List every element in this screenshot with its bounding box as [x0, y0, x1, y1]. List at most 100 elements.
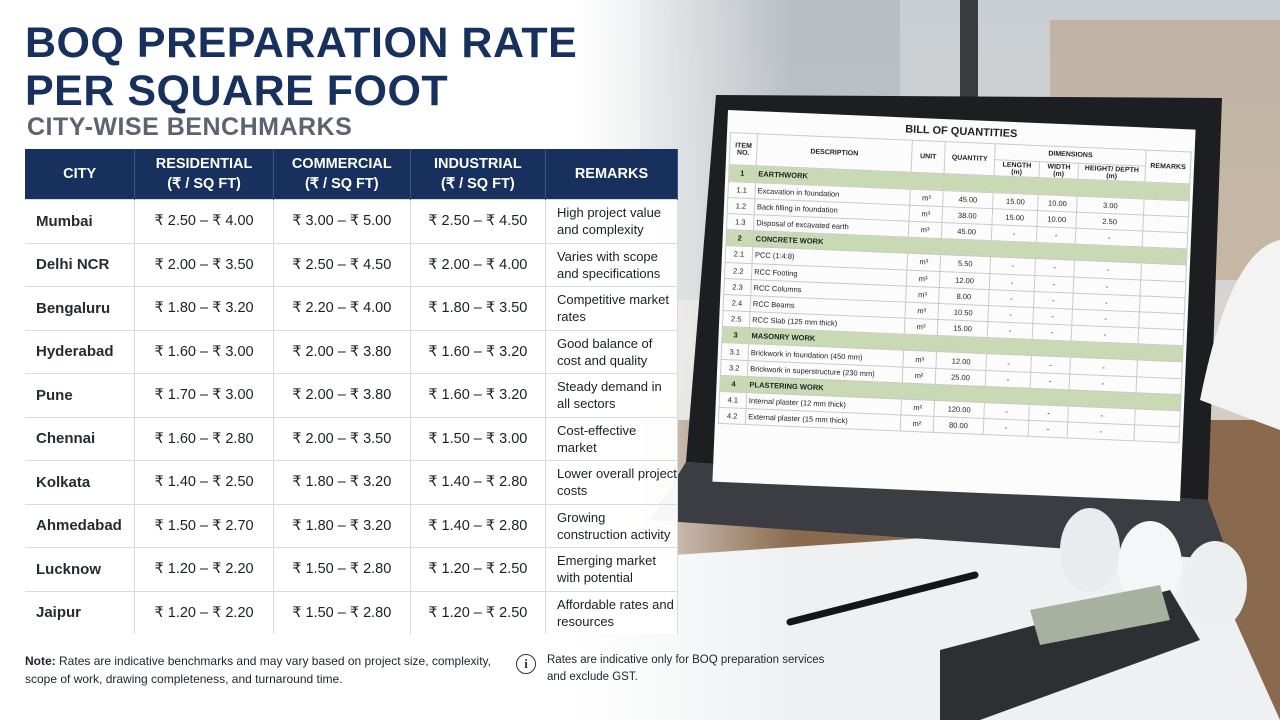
- boq-cell: -: [987, 305, 1034, 324]
- boq-cell: -: [985, 370, 1031, 389]
- table-row: Bengaluru ₹ 1.80 – ₹ 3.20 ₹ 2.20 – ₹ 4.00 ₹…: [25, 286, 679, 330]
- header-line: (₹ / SQ FT): [441, 176, 515, 192]
- cell-text: Growing construction activity: [556, 509, 671, 542]
- boq-cell: -: [1028, 420, 1068, 439]
- remarks-cell: Cost-effective market: [545, 416, 679, 461]
- boq-cell: 80.00: [933, 416, 984, 435]
- city-cell: Mumbai: [25, 199, 136, 243]
- boq-screen: BILL OF QUANTITIES ITEM NO. DESCRIPTION UN…: [712, 110, 1196, 502]
- cell-text: Cost-effective market: [556, 422, 637, 455]
- boq-cell: m²: [900, 399, 935, 417]
- boq-cell: -: [987, 321, 1033, 340]
- table-row: Mumbai ₹ 2.50 – ₹ 4.00 ₹ 3.00 – ₹ 5.00 ₹ 2.…: [25, 199, 679, 243]
- boq-cell: 1.3: [726, 213, 755, 231]
- rate-cell: ₹ 1.80 – ₹ 3.20: [273, 460, 411, 504]
- boq-cell: 1.1: [727, 181, 756, 199]
- subtitle: CITY-WISE BENCHMARKS: [27, 113, 353, 141]
- roll: [1183, 541, 1247, 629]
- remarks-cell: Competitive market rates: [545, 286, 679, 330]
- note-label: Note:: [25, 654, 56, 668]
- cell-text: ₹ 1.50 – ₹ 2.80: [292, 604, 392, 621]
- cell-text: ₹ 2.50 – ₹ 4.50: [292, 256, 392, 273]
- roll: [1060, 508, 1120, 592]
- boq-table: ITEM NO. DESCRIPTION UNIT QUANTITY DIMENSION…: [718, 132, 1192, 444]
- boq-cell: -: [989, 256, 1036, 275]
- note: Note: Rates are indicative benchmarks an…: [25, 652, 505, 688]
- city-cell: Hyderabad: [25, 329, 136, 374]
- rate-cell: ₹ 1.40 – ₹ 2.80: [410, 503, 546, 548]
- boq-remarks-cell: [1136, 360, 1183, 379]
- info-icon: i: [516, 654, 536, 674]
- boq-remarks-cell: [1142, 214, 1189, 233]
- column-header: RESIDENTIAL (₹ / SQ FT): [134, 149, 274, 200]
- boq-cell: m³: [902, 350, 937, 369]
- boq-cell: m³: [904, 301, 939, 320]
- boq-cell: 15.00: [991, 208, 1038, 227]
- cell-text: Lower overall project costs: [556, 466, 677, 499]
- column-header: COMMERCIAL (₹ / SQ FT): [273, 149, 411, 200]
- boq-remarks-cell: [1140, 279, 1186, 298]
- info-text: Rates are indicative only for BOQ prepar…: [547, 654, 825, 683]
- boq-cell: 10.00: [1036, 210, 1077, 229]
- rate-cell: ₹ 2.50 – ₹ 4.00: [134, 199, 274, 243]
- title: PER SQUARE FOOT: [25, 67, 449, 115]
- cell-text: ₹ 1.50 – ₹ 3.00: [428, 430, 528, 447]
- cell-text: ₹ 2.20 – ₹ 4.00: [292, 300, 392, 317]
- cell-text: Ahmedabad: [36, 517, 122, 535]
- cell-text: Mumbai: [36, 212, 93, 230]
- boq-remarks-cell: [1143, 198, 1190, 217]
- city-cell: Ahmedabad: [25, 503, 136, 548]
- remarks-cell: Emerging market with potential: [545, 547, 679, 591]
- rate-cell: ₹ 1.40 – ₹ 2.50: [134, 460, 274, 504]
- rate-cell: ₹ 1.40 – ₹ 2.80: [410, 460, 546, 504]
- table-row: Hyderabad ₹ 1.60 – ₹ 3.00 ₹ 2.00 – ₹ 3.80 ₹…: [25, 329, 679, 374]
- boq-cell: -: [1032, 307, 1073, 326]
- boq-remarks-cell: [1138, 311, 1185, 330]
- boq-cell: m³: [908, 221, 942, 239]
- column-header: CITY: [25, 149, 136, 200]
- boq-cell: 3.1: [721, 342, 749, 361]
- cell-text: ₹ 1.80 – ₹ 3.20: [292, 517, 392, 534]
- boq-remarks-cell: [1142, 230, 1188, 249]
- cell-text: ₹ 1.20 – ₹ 2.20: [154, 604, 254, 621]
- header-line: (₹ / SQ FT): [167, 176, 241, 192]
- boq-cell: m²: [900, 415, 934, 433]
- boq-cell: -: [1033, 291, 1074, 309]
- remarks-cell: Good balance of cost and quality: [545, 329, 679, 374]
- boq-cell: 4.1: [719, 391, 747, 409]
- cell-text: Pune: [36, 386, 73, 404]
- rate-cell: ₹ 1.20 – ₹ 2.20: [134, 590, 274, 634]
- remarks-cell: Varies with scope and specifications: [545, 242, 679, 287]
- section-no: 4: [719, 375, 748, 393]
- remarks-cell: Lower overall project costs: [545, 460, 679, 504]
- column-header: REMARKS: [545, 149, 679, 200]
- pen: [786, 571, 979, 626]
- title: BOQ PREPARATION RATE: [25, 19, 578, 67]
- rate-cell: ₹ 2.00 – ₹ 3.80: [273, 329, 411, 374]
- cell-text: ₹ 1.60 – ₹ 2.80: [154, 430, 254, 447]
- rate-cell: ₹ 2.50 – ₹ 4.50: [273, 242, 411, 287]
- boq-remarks-cell: [1140, 263, 1187, 282]
- cell-text: ₹ 1.40 – ₹ 2.50: [154, 474, 254, 491]
- rate-cell: ₹ 1.50 – ₹ 2.80: [273, 547, 411, 591]
- boq-remarks-cell: [1134, 408, 1181, 427]
- cell-text: Chennai: [36, 430, 96, 448]
- boq-cell: -: [1032, 323, 1072, 342]
- table-row: Chennai ₹ 1.60 – ₹ 2.80 ₹ 2.00 – ₹ 3.50 ₹ 1…: [25, 416, 679, 461]
- header-line: COMMERCIAL: [291, 156, 392, 172]
- header-line: RESIDENTIAL: [155, 156, 253, 172]
- boq-header: QUANTITY: [944, 141, 996, 177]
- rate-cell: ₹ 3.00 – ₹ 5.00: [273, 199, 411, 243]
- boq-header: ITEM NO.: [729, 132, 758, 167]
- rate-cell: ₹ 1.50 – ₹ 2.70: [134, 503, 274, 548]
- note-text: Rates are indicative benchmarks and may …: [25, 654, 491, 686]
- boq-cell: m³: [906, 269, 940, 288]
- rate-table: CITY RESIDENTIAL (₹ / SQ FT) COMMERCIAL (₹ /…: [25, 149, 679, 634]
- rate-cell: ₹ 1.20 – ₹ 2.50: [410, 590, 546, 634]
- cell-text: ₹ 1.20 – ₹ 2.50: [428, 561, 528, 578]
- boq-cell: 15.00: [992, 192, 1039, 211]
- table-row: Lucknow ₹ 1.20 – ₹ 2.20 ₹ 1.50 – ₹ 2.80 ₹ 1…: [25, 547, 679, 591]
- remarks-cell: Affordable rates and resources: [545, 590, 679, 634]
- header-line: REMARKS: [574, 166, 649, 182]
